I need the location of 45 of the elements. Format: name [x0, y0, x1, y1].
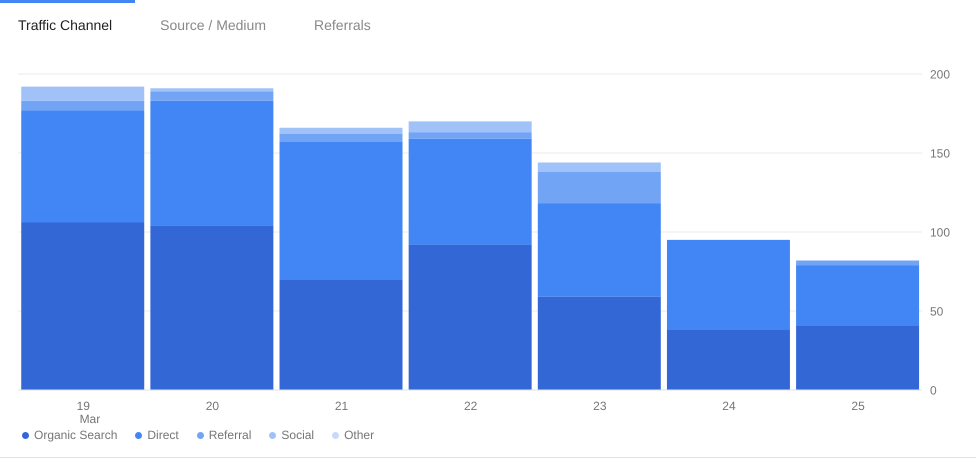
bar	[538, 296, 661, 390]
y-tick-label: 100	[930, 225, 950, 240]
bar	[280, 279, 403, 390]
legend-label: Organic Search	[34, 428, 118, 442]
x-tick-label: 21	[334, 399, 349, 413]
source-note: Source / Medium	[160, 17, 266, 33]
bar	[408, 121, 532, 132]
bar	[796, 325, 920, 390]
x-tick-label: 24	[722, 399, 736, 413]
y-tick-label: 200	[930, 67, 950, 82]
bar	[796, 265, 920, 326]
bar	[150, 226, 274, 390]
legend-label: Social	[281, 428, 314, 442]
bar	[280, 142, 403, 280]
bar	[21, 222, 144, 390]
text: Referrals	[314, 17, 371, 33]
y-tick-label: 150	[930, 146, 950, 160]
bar	[21, 100, 144, 110]
bar	[538, 172, 661, 204]
legend-label: Referral	[208, 428, 252, 442]
bar	[280, 128, 403, 134]
bar	[666, 240, 790, 330]
legend-label: Other	[344, 428, 374, 442]
bar	[666, 330, 790, 390]
bar	[150, 88, 274, 92]
chart-title: Traffic Channel	[18, 17, 112, 33]
y-tick-label: 0	[930, 383, 937, 398]
x-tick-label: 25	[851, 399, 866, 413]
bar	[796, 260, 920, 266]
bar	[280, 134, 403, 142]
bar	[538, 204, 661, 297]
bar	[538, 162, 661, 172]
x-tick-label: 20	[206, 399, 220, 413]
bar	[21, 110, 144, 223]
bar	[150, 91, 274, 101]
x-tick-label: 23	[593, 399, 607, 413]
bar	[408, 138, 532, 245]
legend-label: Direct	[147, 428, 179, 442]
x-tick-label: 19 Mar	[76, 399, 100, 426]
bar	[21, 86, 144, 101]
y-tick-label: 50	[930, 304, 944, 318]
x-tick-label: 22	[464, 399, 478, 413]
bar	[408, 132, 532, 139]
bar	[150, 100, 274, 226]
bar	[408, 244, 532, 390]
